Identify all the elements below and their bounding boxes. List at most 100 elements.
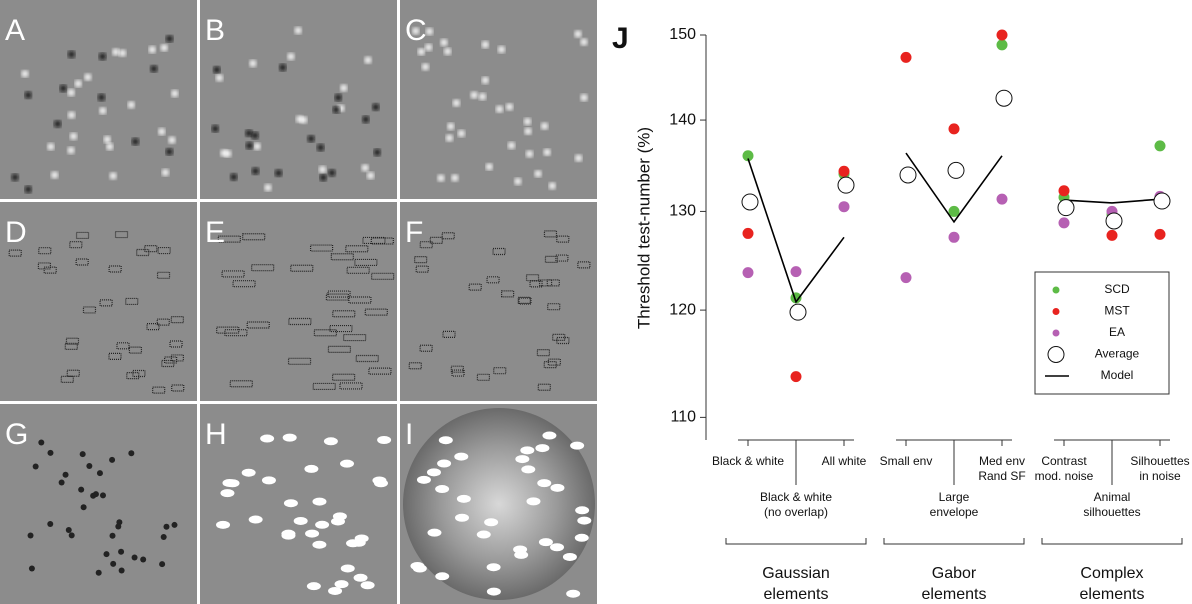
blob [426,28,433,35]
point [901,52,912,63]
blob [575,31,582,38]
blob [486,163,493,170]
silhouette [575,534,589,542]
blob [575,155,582,162]
blob [161,44,168,51]
group-label: elements [764,586,829,603]
silhouette [550,484,564,492]
silhouette [515,455,529,463]
blob [453,100,460,107]
point [949,123,960,134]
blob [171,90,178,97]
blob [418,48,425,55]
blob [362,164,369,171]
panel-letter: G [5,418,28,451]
blob [508,142,515,149]
point [1107,230,1118,241]
blob [525,128,532,135]
blob [104,136,111,143]
blob [230,174,237,181]
panel-letter: E [205,216,225,249]
figure: ABCDEFGHI J Threshold test-number (%) 11… [0,0,1192,604]
average-marker [742,194,758,210]
silhouette [294,517,308,525]
silhouette [374,479,388,487]
blob [112,49,119,56]
silhouette [577,517,591,525]
average-marker [838,177,854,193]
blob [372,104,379,111]
silhouette [161,534,167,540]
x-tick-label: Med env [979,454,1025,468]
silhouette [535,444,549,452]
silhouette [66,527,72,533]
x-tick-label: Animal [1094,490,1131,504]
blob [333,106,340,113]
blob [98,94,105,101]
point [997,39,1008,50]
blob [264,184,271,191]
blob [128,101,135,108]
blob [47,143,54,150]
noise-disc [403,408,595,600]
blob [60,85,67,92]
x-tick-label: in noise [1139,469,1181,483]
legend-marker [1053,287,1060,294]
blob [479,93,486,100]
point [839,201,850,212]
silhouette [377,436,391,444]
silhouette [100,492,106,498]
y-tick-label: 120 [669,301,696,318]
blob [482,41,489,48]
blob [279,64,286,71]
blob [51,172,58,179]
panel-background [400,202,597,401]
panel-background [0,0,197,199]
average-marker [1154,193,1170,209]
silhouette [281,530,295,538]
x-tick-label: Silhouettes [1130,454,1189,468]
point [1155,140,1166,151]
group-bracket [726,538,866,544]
legend-marker [1048,347,1064,363]
silhouette [410,562,424,570]
blob [451,174,458,181]
silhouette [132,554,138,560]
silhouette [427,468,441,476]
panel-letter: D [5,216,27,249]
silhouette [115,523,121,529]
silhouette [341,564,355,572]
stimulus-panels: ABCDEFGHI [0,0,597,604]
blob [317,144,324,151]
model-line [1064,199,1160,203]
panel-letter: H [205,418,227,451]
panel-letter: A [5,14,25,47]
blob [99,107,106,114]
silhouette [513,545,527,553]
x-tick-label: Large [939,490,970,504]
silhouette [284,499,298,507]
blob [444,48,451,55]
point [743,267,754,278]
silhouette [455,514,469,522]
legend-label: SCD [1104,282,1130,296]
panel-background [200,202,397,401]
blob [328,169,335,176]
blob [524,118,531,125]
silhouette [283,434,297,442]
blob [68,51,75,58]
silhouette [354,574,368,582]
silhouette [439,436,453,444]
blob [458,130,465,137]
blob [149,46,156,53]
blob [335,94,342,101]
blob [535,170,542,177]
panel-letter: I [405,418,413,451]
silhouette [304,465,318,473]
blob [482,77,489,84]
blob [84,74,91,81]
x-tick-label: Rand SF [978,469,1025,483]
silhouette [563,553,577,561]
silhouette [28,532,34,538]
panel-elements [403,408,595,600]
